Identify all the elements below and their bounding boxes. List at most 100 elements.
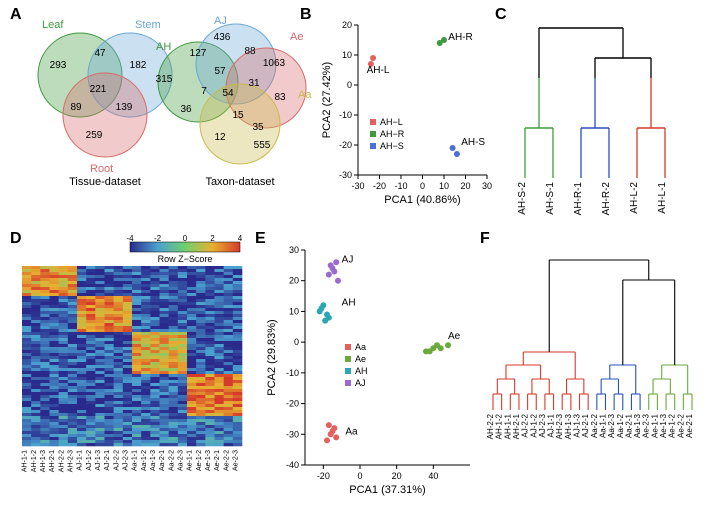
pca-tissue: -30-20-100102030-30-20-1001020PCA1 (40.8… (320, 15, 495, 205)
svg-text:10: 10 (342, 50, 352, 60)
svg-text:AJ-2-1: AJ-2-1 (104, 450, 111, 471)
svg-text:-40: -40 (286, 460, 299, 470)
venn-taxon: AHAJAeAa31543610635551278883351236573115… (150, 20, 330, 190)
svg-text:AH-2-1: AH-2-1 (512, 413, 521, 439)
svg-text:-10: -10 (394, 181, 407, 191)
svg-text:AJ-2-1: AJ-2-1 (581, 413, 590, 437)
svg-text:Aa-2-3: Aa-2-3 (177, 450, 184, 471)
svg-text:Ae-1-3: Ae-1-3 (205, 450, 212, 471)
svg-text:AH-R-1: AH-R-1 (573, 182, 584, 216)
svg-text:-20: -20 (286, 399, 299, 409)
svg-text:Aa-2-2: Aa-2-2 (168, 450, 175, 471)
svg-text:Ae-2-1: Ae-2-1 (685, 413, 694, 438)
svg-text:AH-R: AH-R (448, 32, 472, 43)
svg-text:47: 47 (94, 48, 106, 59)
svg-text:AJ-1-1: AJ-1-1 (547, 413, 556, 437)
svg-text:AH-2-2: AH-2-2 (486, 413, 495, 439)
svg-text:293: 293 (50, 60, 67, 71)
svg-text:315: 315 (156, 74, 173, 85)
svg-text:30: 30 (289, 245, 299, 255)
svg-text:Aa-2-1: Aa-2-1 (624, 413, 633, 438)
svg-text:Row Z−Score: Row Z−Score (158, 254, 213, 264)
svg-text:Ae-1-3: Ae-1-3 (659, 413, 668, 438)
svg-text:AH-L-2: AH-L-2 (629, 182, 640, 214)
svg-text:89: 89 (70, 102, 82, 113)
svg-text:12: 12 (214, 132, 226, 143)
figure: { "labels": {"A":"A","B":"B","C":"C","D"… (0, 0, 708, 505)
svg-text:Taxon-dataset: Taxon-dataset (205, 176, 274, 188)
svg-text:AJ-1-2: AJ-1-2 (86, 450, 93, 471)
svg-text:AH-S: AH-S (461, 137, 485, 148)
svg-text:221: 221 (90, 84, 107, 95)
svg-text:Ae-1-1: Ae-1-1 (187, 450, 194, 471)
svg-text:40: 40 (428, 471, 438, 481)
svg-text:Tissue-dataset: Tissue-dataset (69, 176, 141, 188)
svg-text:PCA2 (29.83%): PCA2 (29.83%) (266, 319, 278, 395)
svg-text:AH-1-3: AH-1-3 (564, 413, 573, 439)
svg-text:57: 57 (214, 66, 226, 77)
svg-text:AH-2-2: AH-2-2 (58, 450, 65, 472)
svg-text:Ae-1-1: Ae-1-1 (650, 413, 659, 438)
svg-text:AJ: AJ (355, 378, 366, 388)
svg-text:20: 20 (289, 276, 299, 286)
dendrogram-taxon: AH-2-2AH-1-2AH-1-1AH-2-1AJ-2-2AJ-1-2AJ-2… (485, 240, 705, 495)
svg-text:AH-S-1: AH-S-1 (545, 182, 556, 215)
svg-text:10: 10 (289, 306, 299, 316)
svg-text:AJ-1-3: AJ-1-3 (573, 413, 582, 437)
svg-text:AH-S-2: AH-S-2 (517, 182, 528, 215)
svg-text:Aa: Aa (355, 342, 366, 352)
svg-text:AH-R-2: AH-R-2 (601, 182, 612, 216)
svg-text:Aa-2-2: Aa-2-2 (590, 413, 599, 438)
svg-text:AH-2-1: AH-2-1 (49, 450, 56, 472)
svg-text:259: 259 (86, 130, 103, 141)
svg-text:30: 30 (482, 181, 492, 191)
svg-text:AJ-1-3: AJ-1-3 (95, 450, 102, 471)
svg-text:20: 20 (460, 181, 470, 191)
svg-text:35: 35 (252, 122, 264, 133)
svg-text:Aa: Aa (298, 89, 312, 101)
svg-text:AH-1-2: AH-1-2 (495, 413, 504, 439)
svg-text:15: 15 (232, 110, 244, 121)
svg-text:AH-1-1: AH-1-1 (22, 450, 29, 472)
svg-text:36: 36 (180, 104, 192, 115)
svg-text:-4: -4 (126, 234, 134, 243)
svg-text:4: 4 (238, 234, 243, 243)
svg-text:PCA2 (27.42%): PCA2 (27.42%) (321, 62, 333, 138)
svg-text:Root: Root (90, 163, 113, 175)
svg-text:54: 54 (222, 88, 234, 99)
svg-text:Ae-2-3: Ae-2-3 (642, 413, 651, 438)
svg-text:Aa-2-3: Aa-2-3 (607, 413, 616, 438)
svg-text:AJ-2-2: AJ-2-2 (521, 413, 530, 437)
svg-text:PCA1 (40.86%): PCA1 (40.86%) (384, 194, 460, 206)
svg-text:0: 0 (347, 80, 352, 90)
svg-text:2: 2 (210, 234, 215, 243)
svg-text:-20: -20 (317, 471, 330, 481)
svg-text:PCA1 (37.31%): PCA1 (37.31%) (349, 484, 425, 496)
svg-text:AJ: AJ (214, 15, 227, 27)
svg-text:AH: AH (355, 366, 368, 376)
svg-text:139: 139 (116, 102, 133, 113)
svg-text:Ae-2-2: Ae-2-2 (223, 450, 230, 471)
svg-text:AH-2-3: AH-2-3 (555, 413, 564, 439)
svg-text:Ae: Ae (448, 331, 461, 342)
svg-text:Aa-1-2: Aa-1-2 (616, 413, 625, 438)
svg-text:20: 20 (342, 20, 352, 30)
heatmap: -4-2024Row Z−ScoreAH-1-1AH-1-2AH-1-3AH-2… (10, 240, 255, 495)
svg-text:Aa: Aa (345, 426, 358, 437)
svg-text:Ae-1-2: Ae-1-2 (668, 413, 677, 438)
svg-text:-30: -30 (351, 181, 364, 191)
svg-text:Ae-2-2: Ae-2-2 (676, 413, 685, 438)
svg-text:AJ-2-3: AJ-2-3 (538, 413, 547, 437)
svg-text:Ae: Ae (355, 354, 366, 364)
svg-text:31: 31 (248, 78, 260, 89)
dendrogram-tissue: AH-S-2AH-S-1AH-R-1AH-R-2AH-L-2AH-L-1 (505, 18, 700, 213)
svg-text:-30: -30 (339, 170, 352, 180)
svg-text:7: 7 (201, 86, 207, 97)
svg-text:182: 182 (130, 60, 147, 71)
svg-text:AH-1-2: AH-1-2 (31, 450, 38, 472)
svg-text:20: 20 (392, 471, 402, 481)
pca-taxon: -2002040-40-30-20-100102030PCA1 (37.31%)… (265, 240, 480, 495)
svg-text:Aa-2-1: Aa-2-1 (159, 450, 166, 471)
svg-text:0: 0 (183, 234, 188, 243)
svg-text:AH: AH (342, 297, 356, 308)
